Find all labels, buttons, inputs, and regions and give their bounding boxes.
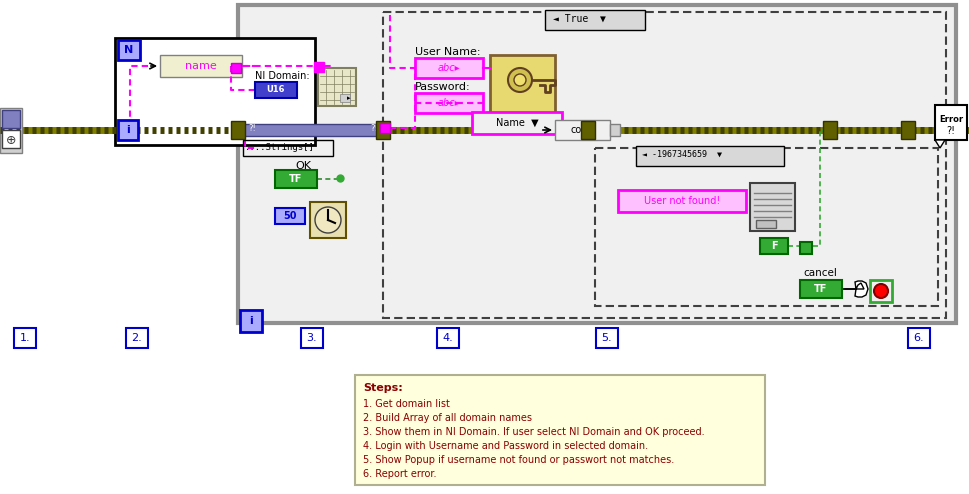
Bar bbox=[355, 375, 765, 485]
Circle shape bbox=[315, 207, 341, 233]
Text: N: N bbox=[124, 45, 134, 55]
Bar bbox=[799, 280, 841, 298]
Bar bbox=[415, 93, 483, 113]
Text: code: code bbox=[570, 125, 593, 135]
Bar bbox=[907, 328, 929, 348]
Text: Password:: Password: bbox=[415, 82, 470, 92]
Bar bbox=[617, 190, 745, 212]
Bar bbox=[545, 10, 644, 30]
Bar bbox=[255, 82, 297, 98]
Text: ⊕: ⊕ bbox=[6, 133, 16, 147]
Bar bbox=[2, 110, 20, 128]
Bar bbox=[237, 5, 955, 323]
Bar bbox=[118, 120, 138, 140]
Bar bbox=[595, 328, 617, 348]
Bar bbox=[437, 328, 458, 348]
Bar bbox=[237, 124, 383, 136]
Text: NI Domain:: NI Domain: bbox=[255, 71, 309, 81]
Bar bbox=[822, 121, 836, 139]
Text: 4.: 4. bbox=[442, 333, 453, 343]
Text: ▸: ▸ bbox=[347, 95, 351, 101]
Bar bbox=[118, 40, 140, 60]
Text: F: F bbox=[770, 241, 776, 251]
Text: abc▸: abc▸ bbox=[437, 63, 459, 73]
Circle shape bbox=[873, 284, 887, 298]
Text: cancel: cancel bbox=[802, 268, 836, 278]
Bar bbox=[126, 328, 148, 348]
Text: Error: Error bbox=[938, 115, 962, 124]
Text: 2. Build Array of all domain names: 2. Build Array of all domain names bbox=[362, 413, 531, 423]
Text: Steps:: Steps: bbox=[362, 383, 402, 393]
Text: ◄ True  ▼: ◄ True ▼ bbox=[552, 14, 606, 24]
Polygon shape bbox=[934, 140, 944, 148]
Bar bbox=[472, 112, 561, 134]
Bar bbox=[14, 328, 36, 348]
Bar bbox=[275, 170, 317, 188]
Text: TF: TF bbox=[289, 174, 302, 184]
Bar bbox=[869, 280, 891, 302]
Bar bbox=[594, 148, 937, 306]
Circle shape bbox=[508, 68, 531, 92]
Bar bbox=[0, 108, 22, 153]
Bar bbox=[318, 68, 356, 106]
Bar bbox=[580, 121, 594, 139]
Text: 1. Get domain list: 1. Get domain list bbox=[362, 399, 450, 409]
Text: 5. Show Popup if username not found or passwort not matches.: 5. Show Popup if username not found or p… bbox=[362, 455, 673, 465]
Bar bbox=[799, 242, 811, 254]
Bar bbox=[380, 123, 390, 133]
Text: ◄ -1967345659  ▼: ◄ -1967345659 ▼ bbox=[641, 150, 721, 159]
Text: ?!: ?! bbox=[946, 126, 954, 136]
Text: abc▸: abc▸ bbox=[437, 98, 459, 108]
Text: U16: U16 bbox=[266, 85, 285, 94]
Text: Name  ▼: Name ▼ bbox=[495, 118, 538, 128]
Bar bbox=[231, 121, 245, 139]
Bar bbox=[489, 55, 554, 125]
Text: 1.: 1. bbox=[19, 333, 30, 343]
Text: i: i bbox=[249, 316, 253, 326]
Bar bbox=[749, 183, 795, 231]
Bar bbox=[275, 208, 304, 224]
Bar bbox=[636, 146, 783, 166]
Bar bbox=[755, 220, 775, 228]
Text: ?!: ?! bbox=[369, 124, 377, 133]
Text: i: i bbox=[126, 125, 130, 135]
Text: ?!: ?! bbox=[248, 124, 256, 133]
Text: TF: TF bbox=[813, 284, 827, 294]
Bar bbox=[383, 12, 945, 318]
Bar bbox=[314, 62, 324, 72]
Bar bbox=[415, 58, 483, 78]
Bar bbox=[340, 94, 350, 102]
Bar bbox=[2, 130, 20, 148]
Text: OK: OK bbox=[295, 161, 311, 171]
Text: 3.: 3. bbox=[306, 333, 317, 343]
Text: 6.: 6. bbox=[913, 333, 923, 343]
Text: 6. Report error.: 6. Report error. bbox=[362, 469, 436, 479]
Text: 5.: 5. bbox=[601, 333, 611, 343]
Bar bbox=[610, 124, 619, 136]
Bar bbox=[310, 202, 346, 238]
Bar bbox=[243, 140, 332, 156]
Text: 3. Show them in NI Domain. If user select NI Domain and OK proceed.: 3. Show them in NI Domain. If user selec… bbox=[362, 427, 703, 437]
Bar bbox=[760, 238, 787, 254]
Text: User not found!: User not found! bbox=[643, 196, 719, 206]
Bar bbox=[300, 328, 323, 348]
Bar bbox=[376, 121, 390, 139]
Bar bbox=[934, 105, 966, 140]
Polygon shape bbox=[854, 281, 867, 297]
Text: User Name:: User Name: bbox=[415, 47, 480, 57]
Bar bbox=[554, 120, 610, 140]
Text: ....Strings[]: ....Strings[] bbox=[245, 142, 315, 152]
Text: 2.: 2. bbox=[132, 333, 142, 343]
Text: 50: 50 bbox=[283, 211, 297, 221]
Bar bbox=[239, 310, 262, 332]
Text: name: name bbox=[185, 61, 217, 71]
Bar bbox=[231, 63, 240, 73]
Bar bbox=[900, 121, 914, 139]
Text: 4. Login with Username and Password in selected domain.: 4. Login with Username and Password in s… bbox=[362, 441, 647, 451]
Circle shape bbox=[514, 74, 525, 86]
Bar bbox=[160, 55, 241, 77]
Bar bbox=[115, 38, 315, 145]
